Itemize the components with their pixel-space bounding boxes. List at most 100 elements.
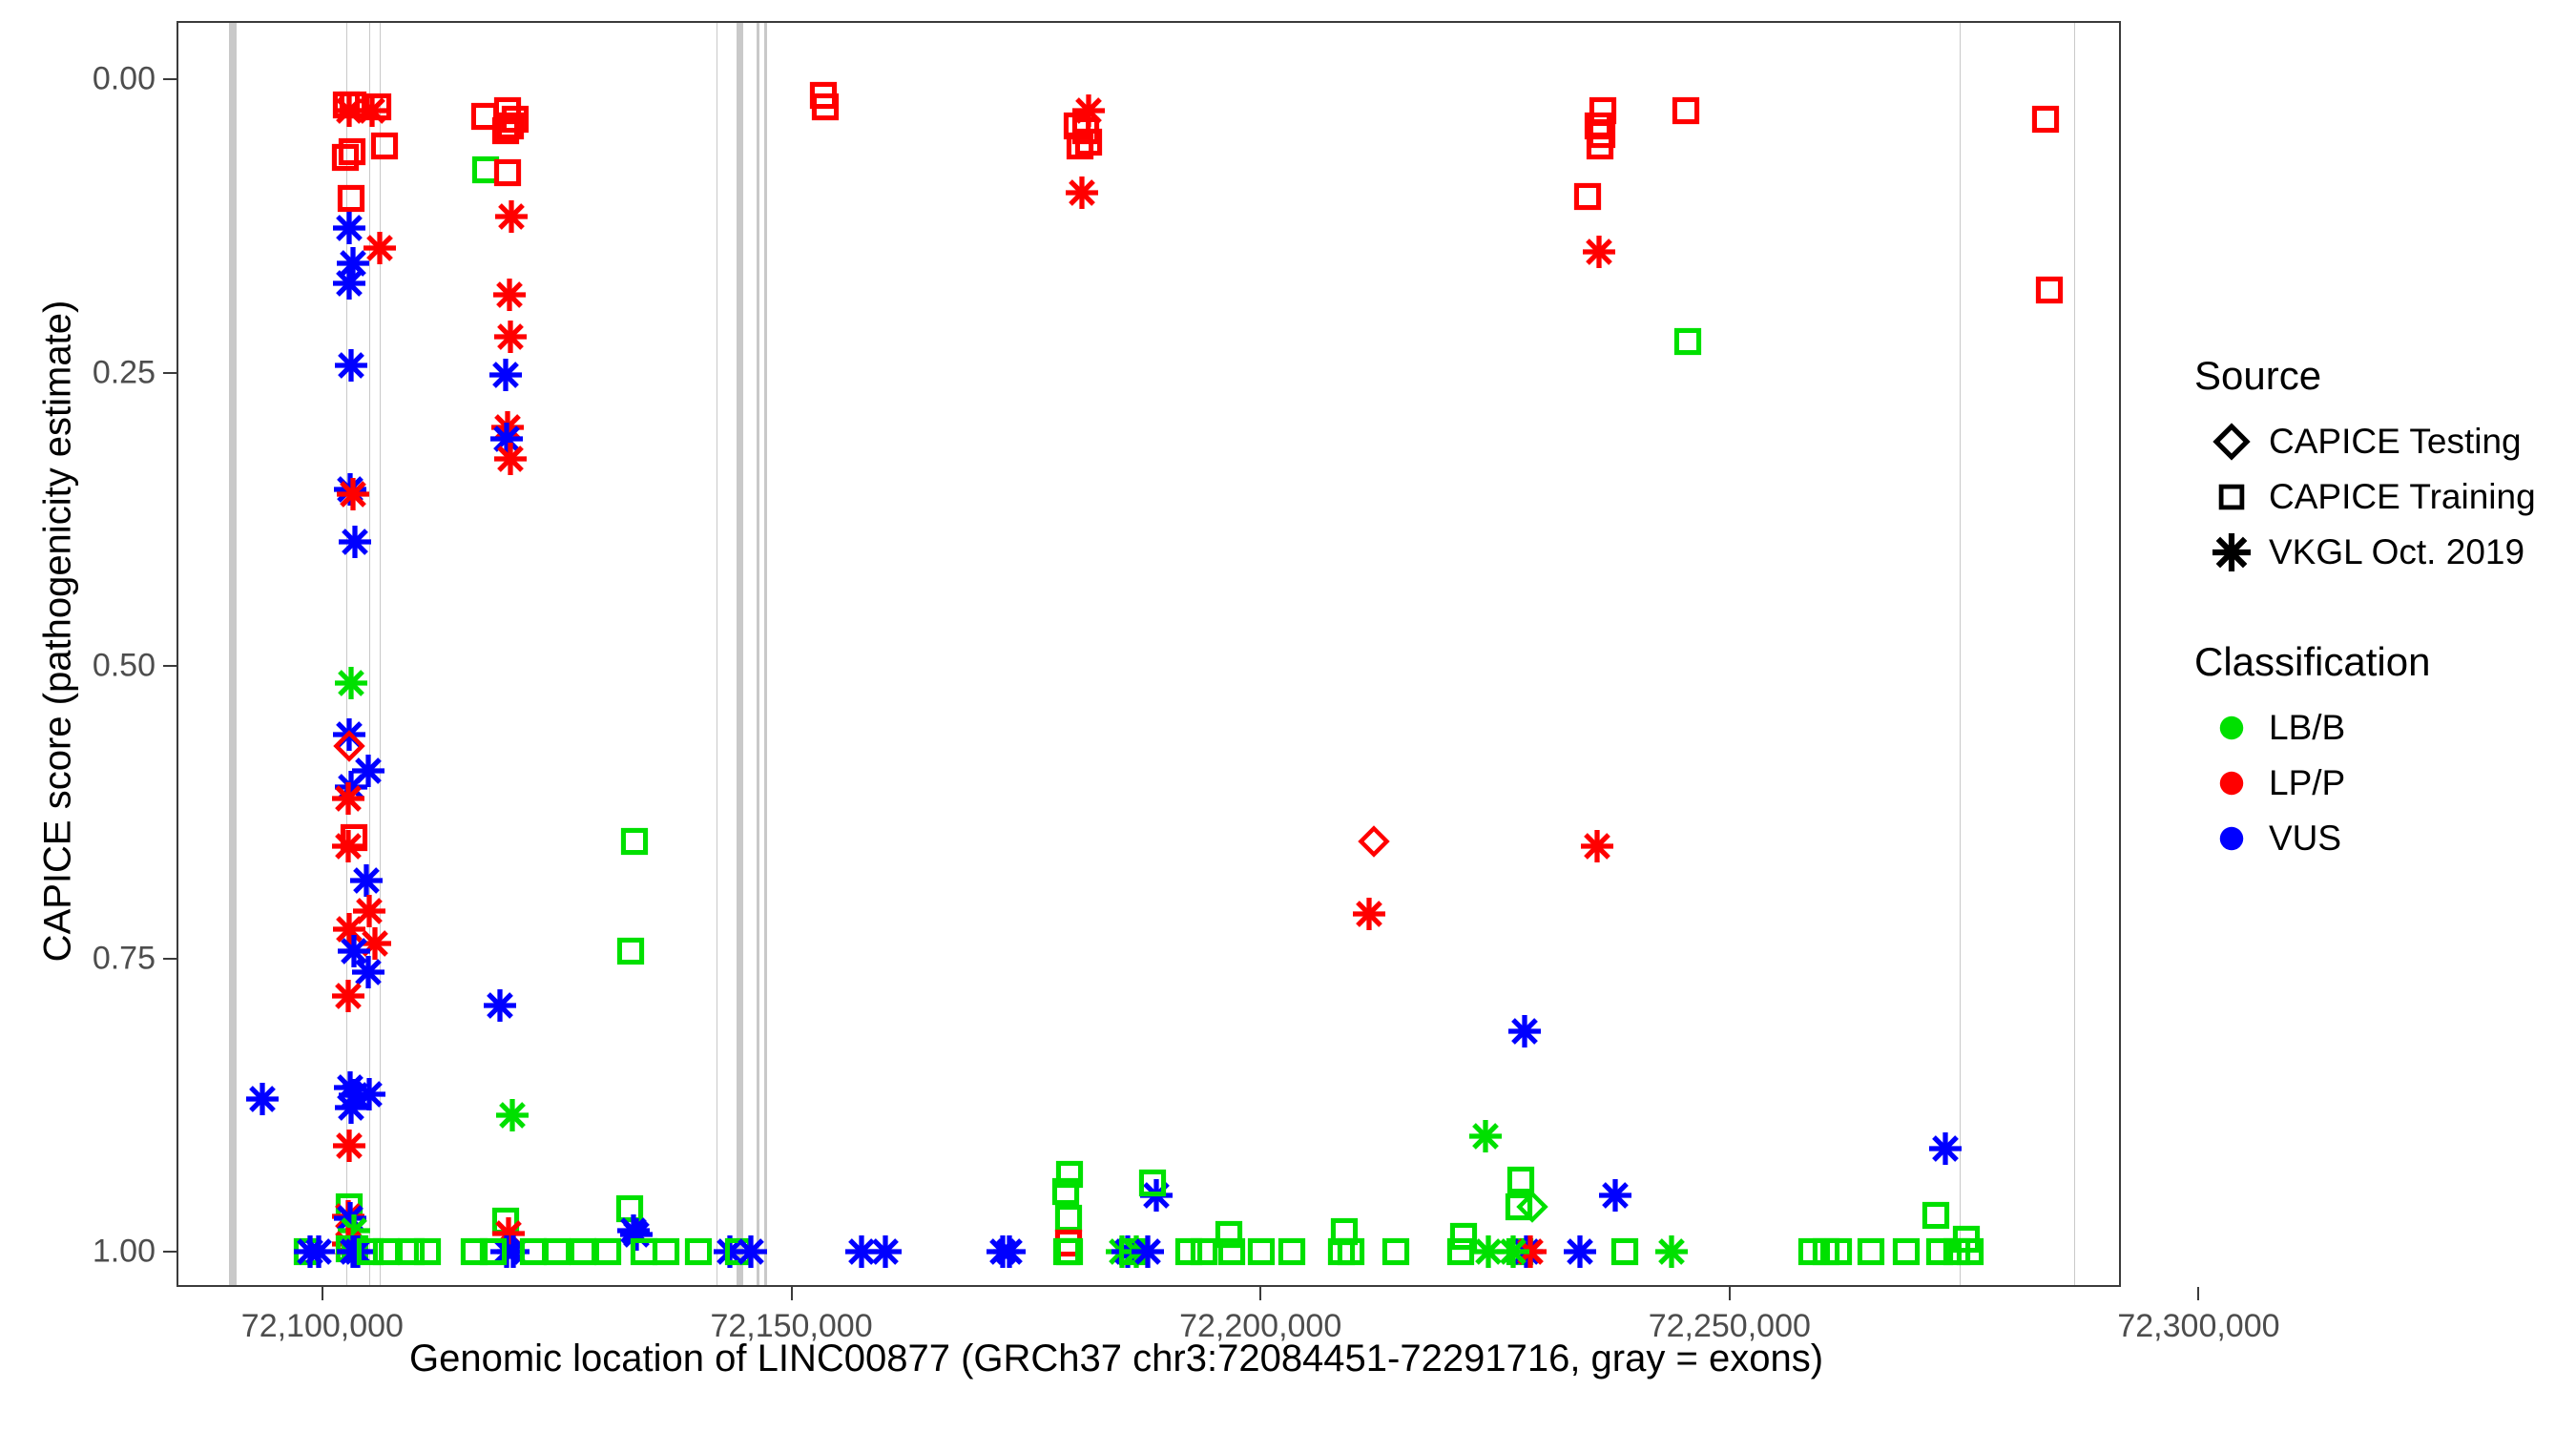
asterisk-marker-icon — [333, 1130, 366, 1163]
diamond-outline-icon — [2194, 423, 2269, 461]
square-marker-icon — [489, 1205, 522, 1237]
asterisk-marker-icon — [333, 717, 366, 751]
square-marker-icon — [1188, 1235, 1220, 1268]
asterisk-marker-icon — [333, 912, 366, 945]
asterisk-marker-icon — [1469, 1120, 1503, 1153]
square-marker-icon — [1049, 1175, 1082, 1208]
asterisk-marker-icon — [493, 443, 527, 476]
asterisk-marker-icon — [333, 266, 366, 300]
asterisk-marker-icon — [1140, 1178, 1174, 1212]
legend-item-classification-1[interactable]: LP/P — [2194, 756, 2576, 811]
dot-icon — [2194, 767, 2269, 799]
asterisk-icon — [2194, 533, 2269, 571]
asterisk-marker-icon — [337, 477, 370, 510]
legend-item-label: CAPICE Training — [2269, 477, 2536, 516]
asterisk-marker-icon — [493, 321, 527, 354]
asterisk-marker-icon — [1132, 1234, 1165, 1268]
square-marker-icon — [1328, 1215, 1361, 1248]
square-marker-icon — [1052, 1202, 1085, 1234]
square-marker-icon — [1586, 118, 1618, 151]
x-axis: 72,100,000 72,150,000 72,200,000 72,250,000… — [0, 1287, 2576, 1401]
square-marker-icon — [1447, 1220, 1480, 1253]
square-marker-icon — [1609, 1235, 1641, 1268]
square-marker-icon — [1444, 1235, 1477, 1268]
legend-item-classification-2[interactable]: VUS — [2194, 811, 2576, 866]
asterisk-marker-icon — [337, 246, 370, 280]
asterisk-marker-icon — [1581, 829, 1614, 862]
x-axis-tick — [1728, 1287, 1731, 1300]
square-marker-icon — [491, 94, 524, 127]
legend-item-source-2[interactable]: VKGL Oct. 2019 — [2194, 525, 2576, 580]
x-axis-tick-label: 72,100,000 — [240, 1308, 404, 1344]
diamond-marker-icon — [1358, 824, 1390, 858]
asterisk-marker-icon — [495, 1099, 529, 1132]
asterisk-marker-icon — [294, 1234, 327, 1268]
asterisk-marker-icon — [332, 1228, 365, 1261]
asterisk-marker-icon — [335, 771, 368, 804]
square-marker-icon — [1890, 1235, 1922, 1268]
square-marker-icon — [1380, 1235, 1412, 1268]
asterisk-marker-icon — [1583, 235, 1616, 268]
asterisk-marker-icon — [1510, 1234, 1544, 1268]
square-marker-icon — [1276, 1235, 1308, 1268]
asterisk-marker-icon — [332, 782, 365, 816]
asterisk-marker-icon — [1507, 1014, 1541, 1047]
legend-item-classification-0[interactable]: LB/B — [2194, 700, 2576, 756]
square-marker-icon — [291, 1235, 323, 1268]
square-marker-icon — [682, 1235, 715, 1268]
gene-guide-line — [379, 23, 381, 1285]
asterisk-marker-icon — [992, 1234, 1026, 1268]
exon-band — [736, 23, 744, 1285]
square-marker-icon — [370, 1235, 403, 1268]
square-marker-icon — [338, 821, 370, 854]
asterisk-marker-icon — [496, 1234, 530, 1268]
asterisk-marker-icon — [332, 979, 365, 1012]
x-axis-tick — [790, 1287, 793, 1300]
square-marker-icon — [339, 1233, 371, 1265]
asterisk-marker-icon — [845, 1234, 879, 1268]
square-marker-icon — [1052, 1227, 1085, 1259]
square-marker-icon — [1335, 1235, 1367, 1268]
square-marker-icon — [1503, 1191, 1535, 1223]
square-marker-icon — [1064, 130, 1096, 162]
legend-title-source: Source — [2194, 353, 2322, 398]
x-axis-title: Genomic location of LINC00877 (GRCh37 ch… — [408, 1338, 1824, 1379]
y-axis-tick — [163, 78, 177, 81]
square-marker-icon — [1670, 94, 1702, 127]
plot-panel — [177, 21, 2121, 1287]
asterisk-marker-icon — [333, 212, 366, 245]
asterisk-marker-icon — [492, 279, 526, 312]
asterisk-marker-icon — [868, 1234, 902, 1268]
asterisk-marker-icon — [489, 1234, 523, 1268]
x-axis-tick-label: 72,300,000 — [2117, 1308, 2280, 1344]
asterisk-marker-icon — [301, 1234, 335, 1268]
legend-spacer — [2194, 580, 2576, 639]
square-marker-icon — [1941, 1235, 1973, 1268]
asterisk-marker-icon — [337, 1234, 370, 1268]
y-axis-tick-label: 0.50 — [92, 647, 156, 684]
square-marker-icon — [541, 1235, 573, 1268]
asterisk-marker-icon — [358, 926, 391, 960]
square-marker-icon — [1587, 94, 1619, 127]
legend-item-source-1[interactable]: CAPICE Training — [2194, 469, 2576, 525]
asterisk-marker-icon — [335, 348, 368, 382]
legend: Source CAPICE Testing CAPICE Training VKGL… — [2194, 353, 2576, 866]
y-axis: 1.00 0.75 0.50 0.25 0.00 — [0, 0, 177, 1290]
exon-band — [764, 23, 768, 1285]
y-axis-tick-label: 0.25 — [92, 354, 156, 391]
square-marker-icon — [1245, 1235, 1278, 1268]
square-marker-icon — [337, 89, 369, 121]
square-marker-icon — [368, 130, 401, 162]
y-axis-tick — [163, 371, 177, 374]
square-marker-icon — [395, 1235, 427, 1268]
legend-item-label: VKGL Oct. 2019 — [2269, 532, 2525, 571]
y-axis-tick-label: 0.75 — [92, 940, 156, 977]
square-marker-icon — [1672, 325, 1704, 358]
asterisk-marker-icon — [332, 1199, 365, 1233]
legend-group-source: CAPICE Testing CAPICE Training VKGL Oct. 2… — [2194, 414, 2576, 580]
legend-item-source-0[interactable]: CAPICE Testing — [2194, 414, 2576, 469]
gene-guide-line — [369, 23, 371, 1285]
square-marker-icon — [469, 154, 502, 186]
y-axis-tick-label: 0.00 — [92, 60, 156, 97]
